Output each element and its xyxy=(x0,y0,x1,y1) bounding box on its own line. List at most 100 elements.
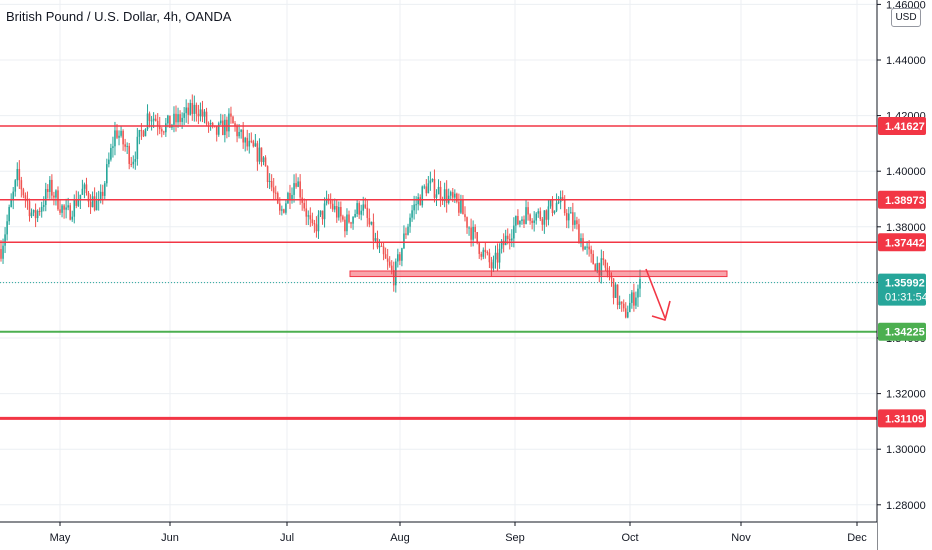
candle-body xyxy=(476,232,478,244)
candle-body xyxy=(360,210,363,215)
candle-body xyxy=(53,195,55,198)
time-tick-label: Oct xyxy=(621,532,638,544)
candle-body xyxy=(616,284,619,306)
candle-body xyxy=(134,159,137,162)
time-axis-background xyxy=(0,522,877,550)
candle-body xyxy=(203,111,206,117)
candle-body xyxy=(496,252,499,263)
candle-body xyxy=(6,221,8,235)
candle-body xyxy=(83,184,86,189)
candles xyxy=(0,94,641,319)
candle-body xyxy=(421,186,424,206)
candle-body xyxy=(631,292,633,303)
candle-body xyxy=(602,258,605,261)
time-tick-label: Nov xyxy=(731,532,751,544)
candle-body xyxy=(570,212,572,214)
candle-body xyxy=(61,205,63,213)
candle-body xyxy=(515,215,517,226)
candle-body xyxy=(620,301,623,304)
price-tick-label: 1.46000 xyxy=(886,0,926,11)
candle-body xyxy=(397,254,399,262)
candle-body xyxy=(99,191,102,200)
candle-body xyxy=(313,223,316,225)
candle-body xyxy=(93,196,96,211)
candle-body xyxy=(386,258,389,262)
currency-selector[interactable]: USD xyxy=(891,8,921,27)
candle-body xyxy=(368,218,371,225)
candle-body xyxy=(144,129,147,137)
candle-body xyxy=(378,245,381,248)
candle-body xyxy=(323,203,326,220)
candle-body xyxy=(36,210,39,219)
candle-body xyxy=(2,245,4,259)
candle-body xyxy=(136,136,139,160)
candle-body xyxy=(291,194,293,201)
level-price-label: 1.37442 xyxy=(885,237,925,249)
candle-body xyxy=(346,214,348,232)
candle-body xyxy=(51,179,53,196)
candle-body xyxy=(624,308,627,318)
time-tick-label: Sep xyxy=(505,532,525,544)
candle-body xyxy=(462,200,464,215)
candle-body xyxy=(517,215,519,225)
candle-body xyxy=(114,130,116,147)
candle-body xyxy=(604,260,607,268)
candle-body xyxy=(189,103,192,115)
candle-body xyxy=(319,210,322,215)
price-tick-label: 1.30000 xyxy=(886,444,926,456)
candle-body xyxy=(287,193,289,204)
candle-body xyxy=(112,146,114,148)
candle-body xyxy=(260,147,263,163)
candle-body xyxy=(24,195,27,199)
candle-body xyxy=(238,131,240,137)
candle-body xyxy=(154,118,157,121)
candle-body xyxy=(390,265,393,271)
candle-body xyxy=(16,168,19,181)
candle-body xyxy=(142,131,145,137)
candle-body xyxy=(403,233,405,249)
price-levels xyxy=(0,125,877,420)
candle-body xyxy=(584,246,586,250)
candle-body xyxy=(480,253,483,257)
price-tick-label: 1.38000 xyxy=(886,222,926,234)
candle-body xyxy=(504,235,507,246)
candle-body xyxy=(252,141,255,147)
candle-body xyxy=(28,201,31,217)
candle-body xyxy=(513,225,515,239)
candle-body xyxy=(81,188,84,195)
candle-body xyxy=(348,214,350,223)
price-tick-label: 1.28000 xyxy=(886,500,926,512)
candle-body xyxy=(582,238,584,250)
candle-body xyxy=(445,189,448,203)
candle-body xyxy=(75,199,78,206)
candle-body xyxy=(191,103,194,114)
candle-body xyxy=(183,113,185,118)
candle-body xyxy=(299,181,301,198)
symbol-title[interactable]: British Pound / U.S. Dollar, 4h, OANDA xyxy=(6,9,232,24)
candle-body xyxy=(224,119,226,136)
candle-body xyxy=(193,104,196,114)
candle-body xyxy=(173,113,175,125)
arrow-shaft xyxy=(645,268,666,319)
level-price-badge xyxy=(878,322,926,341)
candle-body xyxy=(63,205,65,210)
candle-body xyxy=(340,206,342,217)
candle-body xyxy=(118,135,120,138)
candle-body xyxy=(49,179,51,192)
candle-body xyxy=(561,197,564,200)
candle-body xyxy=(85,184,88,194)
candle-body xyxy=(309,215,312,220)
candle-body xyxy=(356,203,358,214)
candle-body xyxy=(79,194,82,201)
candle-body xyxy=(47,188,49,192)
candle-body xyxy=(527,207,529,215)
bar-countdown-label: 01:31:54 xyxy=(885,292,928,304)
candle-body xyxy=(545,210,548,220)
candle-body xyxy=(474,226,476,233)
time-tick-label: May xyxy=(50,532,71,544)
candle-body xyxy=(331,203,334,210)
candle-body xyxy=(433,179,436,198)
candle-body xyxy=(207,123,210,125)
